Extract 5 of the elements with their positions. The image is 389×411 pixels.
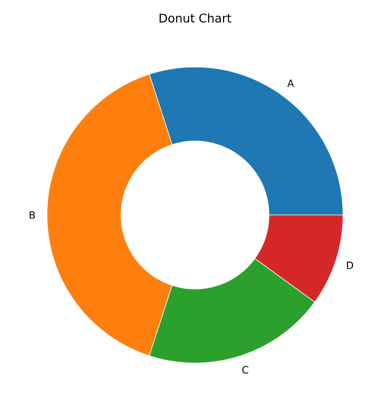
slice-label: D: [346, 262, 354, 269]
slice-label: C: [242, 366, 248, 374]
slice-label: B: [30, 211, 35, 219]
slice-label: A: [287, 80, 294, 87]
chart-title: Donut Chart: [160, 13, 232, 23]
